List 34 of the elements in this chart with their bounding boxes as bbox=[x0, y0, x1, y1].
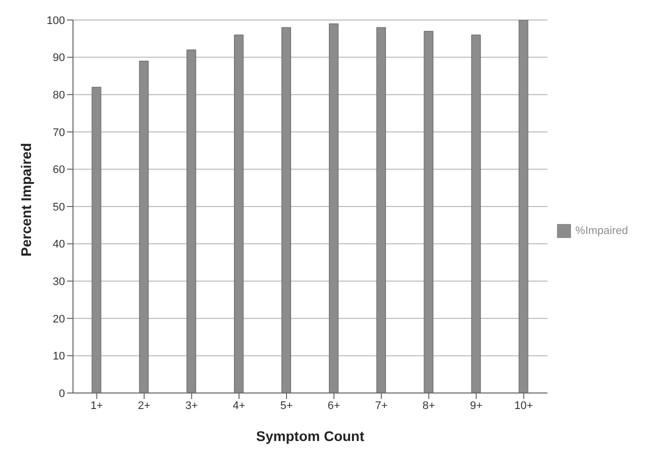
y-tick-label: 70 bbox=[52, 126, 65, 139]
bar bbox=[518, 20, 528, 393]
x-tick-label: 8+ bbox=[422, 400, 436, 412]
y-tick-label: 20 bbox=[52, 313, 65, 326]
y-tick-label: 0 bbox=[58, 388, 65, 400]
x-tick-label: 7+ bbox=[375, 400, 388, 412]
bar bbox=[139, 60, 149, 393]
y-tick-label: 30 bbox=[52, 276, 65, 288]
x-tick-label: 4+ bbox=[232, 400, 246, 412]
bar bbox=[328, 23, 338, 393]
y-tick-label: 80 bbox=[52, 90, 65, 102]
y-tick-label: 100 bbox=[46, 14, 65, 27]
y-axis-title: Percent Impaired bbox=[18, 142, 34, 256]
y-tick-label: 90 bbox=[52, 52, 65, 64]
x-tick-label: 5+ bbox=[280, 400, 293, 412]
y-tick-label: 60 bbox=[52, 164, 65, 176]
bar bbox=[424, 30, 434, 393]
bar bbox=[281, 27, 291, 393]
bar bbox=[92, 86, 102, 393]
x-tick-label: 1+ bbox=[90, 400, 103, 412]
y-tick-label: 10 bbox=[52, 350, 65, 363]
legend-label: %Impaired bbox=[575, 224, 628, 236]
x-tick-label: 6+ bbox=[328, 400, 340, 412]
x-tick-label: 10+ bbox=[514, 400, 534, 412]
x-tick-label: 3+ bbox=[185, 400, 198, 412]
x-tick-label: 2+ bbox=[138, 400, 150, 412]
x-axis-title: Symptom Count bbox=[256, 428, 365, 444]
bar bbox=[471, 34, 481, 393]
bar bbox=[376, 27, 386, 393]
y-tick-label: 50 bbox=[52, 201, 65, 214]
x-tick-label: 9+ bbox=[470, 400, 483, 412]
bar bbox=[186, 50, 196, 393]
y-tick-label: 40 bbox=[52, 238, 65, 251]
bar bbox=[234, 34, 244, 393]
